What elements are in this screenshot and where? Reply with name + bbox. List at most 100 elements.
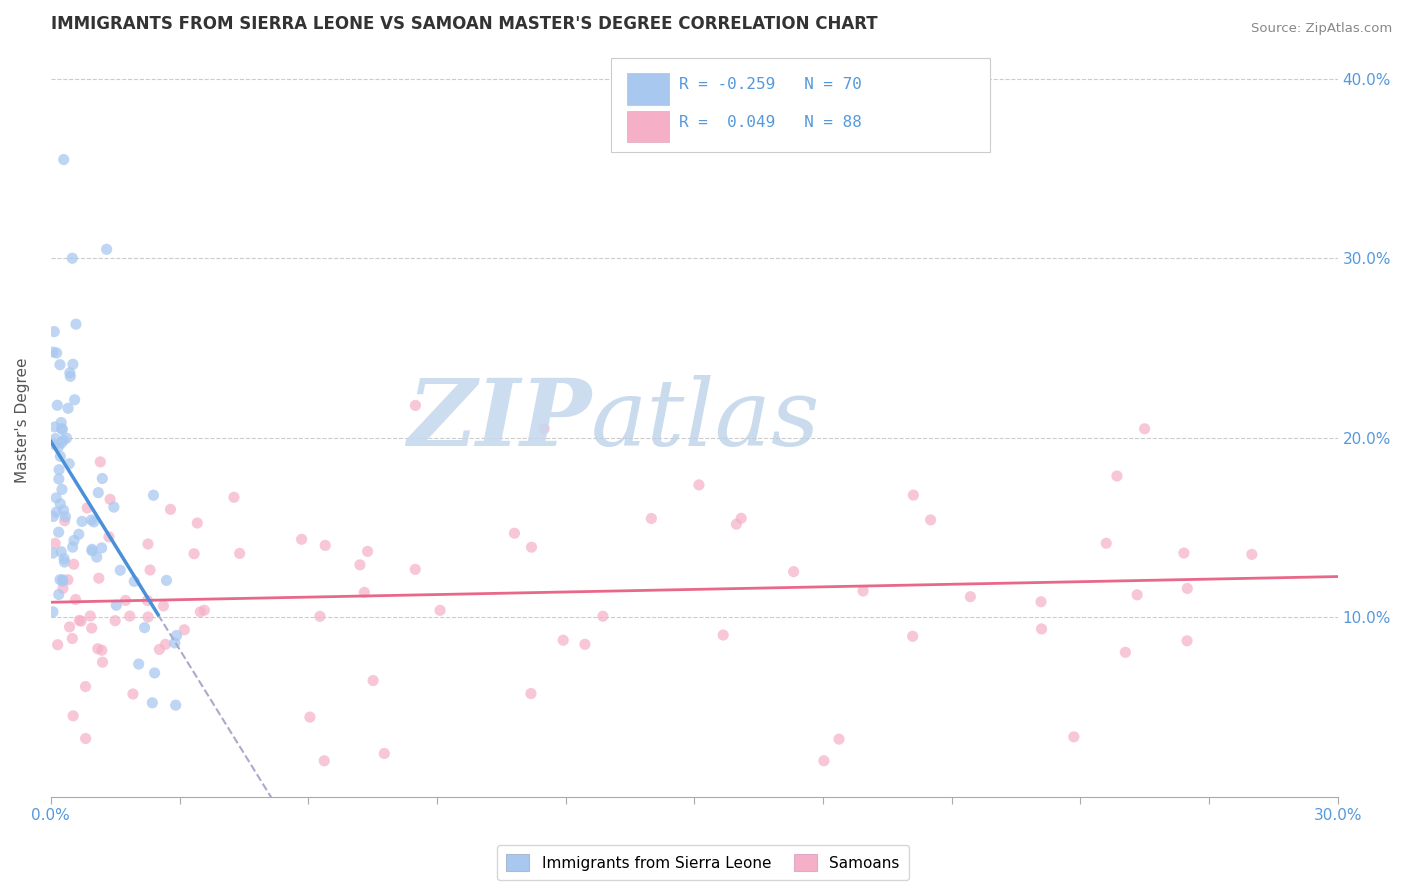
Point	[86, 550, 108, 565]
Point	[114, 593, 136, 607]
Point	[48, 587, 70, 601]
Point	[44, 432, 66, 446]
Point	[349, 558, 371, 572]
Point	[89, 455, 111, 469]
Point	[52, 503, 75, 517]
Point	[75, 680, 97, 694]
Point	[51, 422, 73, 436]
Point	[901, 629, 924, 643]
Point	[813, 754, 835, 768]
Point	[67, 613, 90, 627]
Point	[55, 431, 77, 445]
Point	[52, 582, 75, 596]
Point	[520, 687, 543, 701]
Point	[44, 420, 66, 434]
Point	[1105, 469, 1128, 483]
Point	[79, 609, 101, 624]
Text: Source: ZipAtlas.com: Source: ZipAtlas.com	[1251, 22, 1392, 36]
Point	[503, 526, 526, 541]
Point	[87, 641, 110, 656]
Point	[152, 599, 174, 613]
Point	[96, 242, 118, 256]
Point	[136, 537, 159, 551]
Point	[44, 325, 66, 339]
Text: IMMIGRANTS FROM SIERRA LEONE VS SAMOAN MASTER'S DEGREE CORRELATION CHART: IMMIGRANTS FROM SIERRA LEONE VS SAMOAN M…	[51, 15, 877, 33]
Point	[429, 603, 451, 617]
Point	[52, 433, 75, 447]
FancyBboxPatch shape	[627, 73, 668, 104]
Point	[110, 563, 132, 577]
Point	[1114, 645, 1136, 659]
Point	[228, 546, 250, 560]
Point	[592, 609, 614, 624]
Point	[48, 463, 70, 477]
Point	[553, 633, 575, 648]
Point	[688, 478, 710, 492]
Point	[222, 490, 245, 504]
Point	[134, 621, 156, 635]
Point	[83, 515, 105, 529]
Point	[70, 614, 93, 628]
Point	[65, 317, 87, 331]
Point	[67, 527, 90, 541]
Point	[314, 538, 336, 552]
Point	[49, 497, 72, 511]
Point	[188, 605, 211, 619]
Point	[1175, 633, 1198, 648]
Point	[48, 525, 70, 540]
Point	[70, 515, 93, 529]
Point	[48, 472, 70, 486]
Point	[852, 584, 875, 599]
Point	[166, 628, 188, 642]
Point	[104, 614, 127, 628]
Point	[60, 632, 83, 646]
Point	[298, 710, 321, 724]
Point	[46, 398, 69, 412]
Point	[165, 698, 187, 713]
Point	[148, 642, 170, 657]
Point	[49, 450, 72, 464]
Point	[76, 500, 98, 515]
Point	[139, 563, 162, 577]
Point	[1029, 595, 1052, 609]
Point	[59, 369, 82, 384]
Point	[142, 488, 165, 502]
Point	[55, 509, 77, 524]
Point	[959, 590, 981, 604]
Text: atlas: atlas	[592, 375, 821, 465]
Point	[159, 502, 181, 516]
Point	[62, 709, 84, 723]
Point	[90, 541, 112, 555]
Point	[80, 513, 103, 527]
Point	[53, 514, 76, 528]
Point	[404, 562, 426, 576]
Point	[173, 623, 195, 637]
Point	[1240, 548, 1263, 562]
Point	[730, 511, 752, 525]
Point	[103, 500, 125, 514]
Point	[1095, 536, 1118, 550]
Point	[155, 574, 177, 588]
Point	[128, 657, 150, 671]
Point	[56, 573, 79, 587]
Point	[75, 731, 97, 746]
Y-axis label: Master's Degree: Master's Degree	[15, 357, 30, 483]
Point	[60, 252, 83, 266]
Point	[353, 585, 375, 599]
Point	[920, 513, 942, 527]
Point	[90, 643, 112, 657]
Point	[46, 638, 69, 652]
Point	[1126, 588, 1149, 602]
Point	[141, 696, 163, 710]
Point	[51, 436, 73, 450]
Point	[574, 637, 596, 651]
Text: ZIP: ZIP	[408, 375, 592, 465]
Point	[51, 422, 73, 436]
Point	[59, 366, 82, 380]
Point	[42, 605, 65, 619]
Point	[42, 345, 65, 359]
Point	[58, 457, 80, 471]
Point	[533, 422, 555, 436]
Point	[136, 610, 159, 624]
Point	[183, 547, 205, 561]
